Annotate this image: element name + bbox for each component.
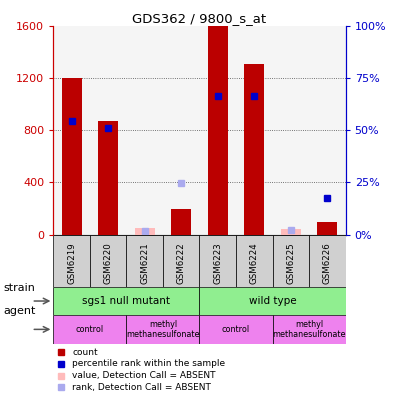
Bar — [244, 64, 264, 234]
Bar — [208, 26, 228, 234]
Text: strain: strain — [3, 283, 35, 293]
Bar — [163, 26, 199, 234]
Text: wild type: wild type — [249, 296, 296, 306]
Bar — [171, 209, 191, 234]
Bar — [309, 26, 346, 234]
Bar — [126, 26, 163, 234]
Bar — [199, 234, 236, 287]
Bar — [317, 222, 337, 234]
Text: methyl
methanesulfonate: methyl methanesulfonate — [272, 320, 346, 339]
Text: agent: agent — [3, 306, 36, 316]
Bar — [273, 26, 309, 234]
Bar — [53, 287, 199, 315]
Bar — [273, 234, 309, 287]
Text: methyl
methanesulfonate: methyl methanesulfonate — [126, 320, 200, 339]
Text: rank, Detection Call = ABSENT: rank, Detection Call = ABSENT — [72, 383, 211, 392]
Text: GSM6224: GSM6224 — [250, 242, 259, 284]
Bar — [98, 121, 118, 234]
Bar — [62, 78, 82, 234]
Bar — [273, 315, 346, 344]
Bar — [199, 26, 236, 234]
Text: control: control — [222, 325, 250, 334]
Text: count: count — [72, 348, 98, 357]
Bar — [199, 315, 273, 344]
Bar — [53, 234, 90, 287]
Text: GSM6226: GSM6226 — [323, 242, 332, 284]
Bar — [236, 234, 273, 287]
Bar — [126, 315, 199, 344]
Bar — [126, 234, 163, 287]
Bar — [281, 229, 301, 234]
Text: value, Detection Call = ABSENT: value, Detection Call = ABSENT — [72, 371, 216, 380]
Bar — [53, 26, 90, 234]
Text: GSM6220: GSM6220 — [103, 242, 113, 284]
Bar — [135, 228, 155, 234]
Text: GSM6221: GSM6221 — [140, 242, 149, 284]
Text: GSM6222: GSM6222 — [177, 242, 186, 284]
Bar — [90, 234, 126, 287]
Text: GSM6223: GSM6223 — [213, 242, 222, 284]
Text: control: control — [76, 325, 104, 334]
Bar — [90, 26, 126, 234]
Title: GDS362 / 9800_s_at: GDS362 / 9800_s_at — [132, 11, 267, 25]
Bar — [309, 234, 346, 287]
Text: GSM6219: GSM6219 — [67, 242, 76, 284]
Text: GSM6225: GSM6225 — [286, 242, 295, 284]
Text: sgs1 null mutant: sgs1 null mutant — [83, 296, 170, 306]
Bar — [236, 26, 273, 234]
Text: percentile rank within the sample: percentile rank within the sample — [72, 360, 226, 368]
Bar — [53, 315, 126, 344]
Bar — [199, 287, 346, 315]
Bar — [163, 234, 199, 287]
